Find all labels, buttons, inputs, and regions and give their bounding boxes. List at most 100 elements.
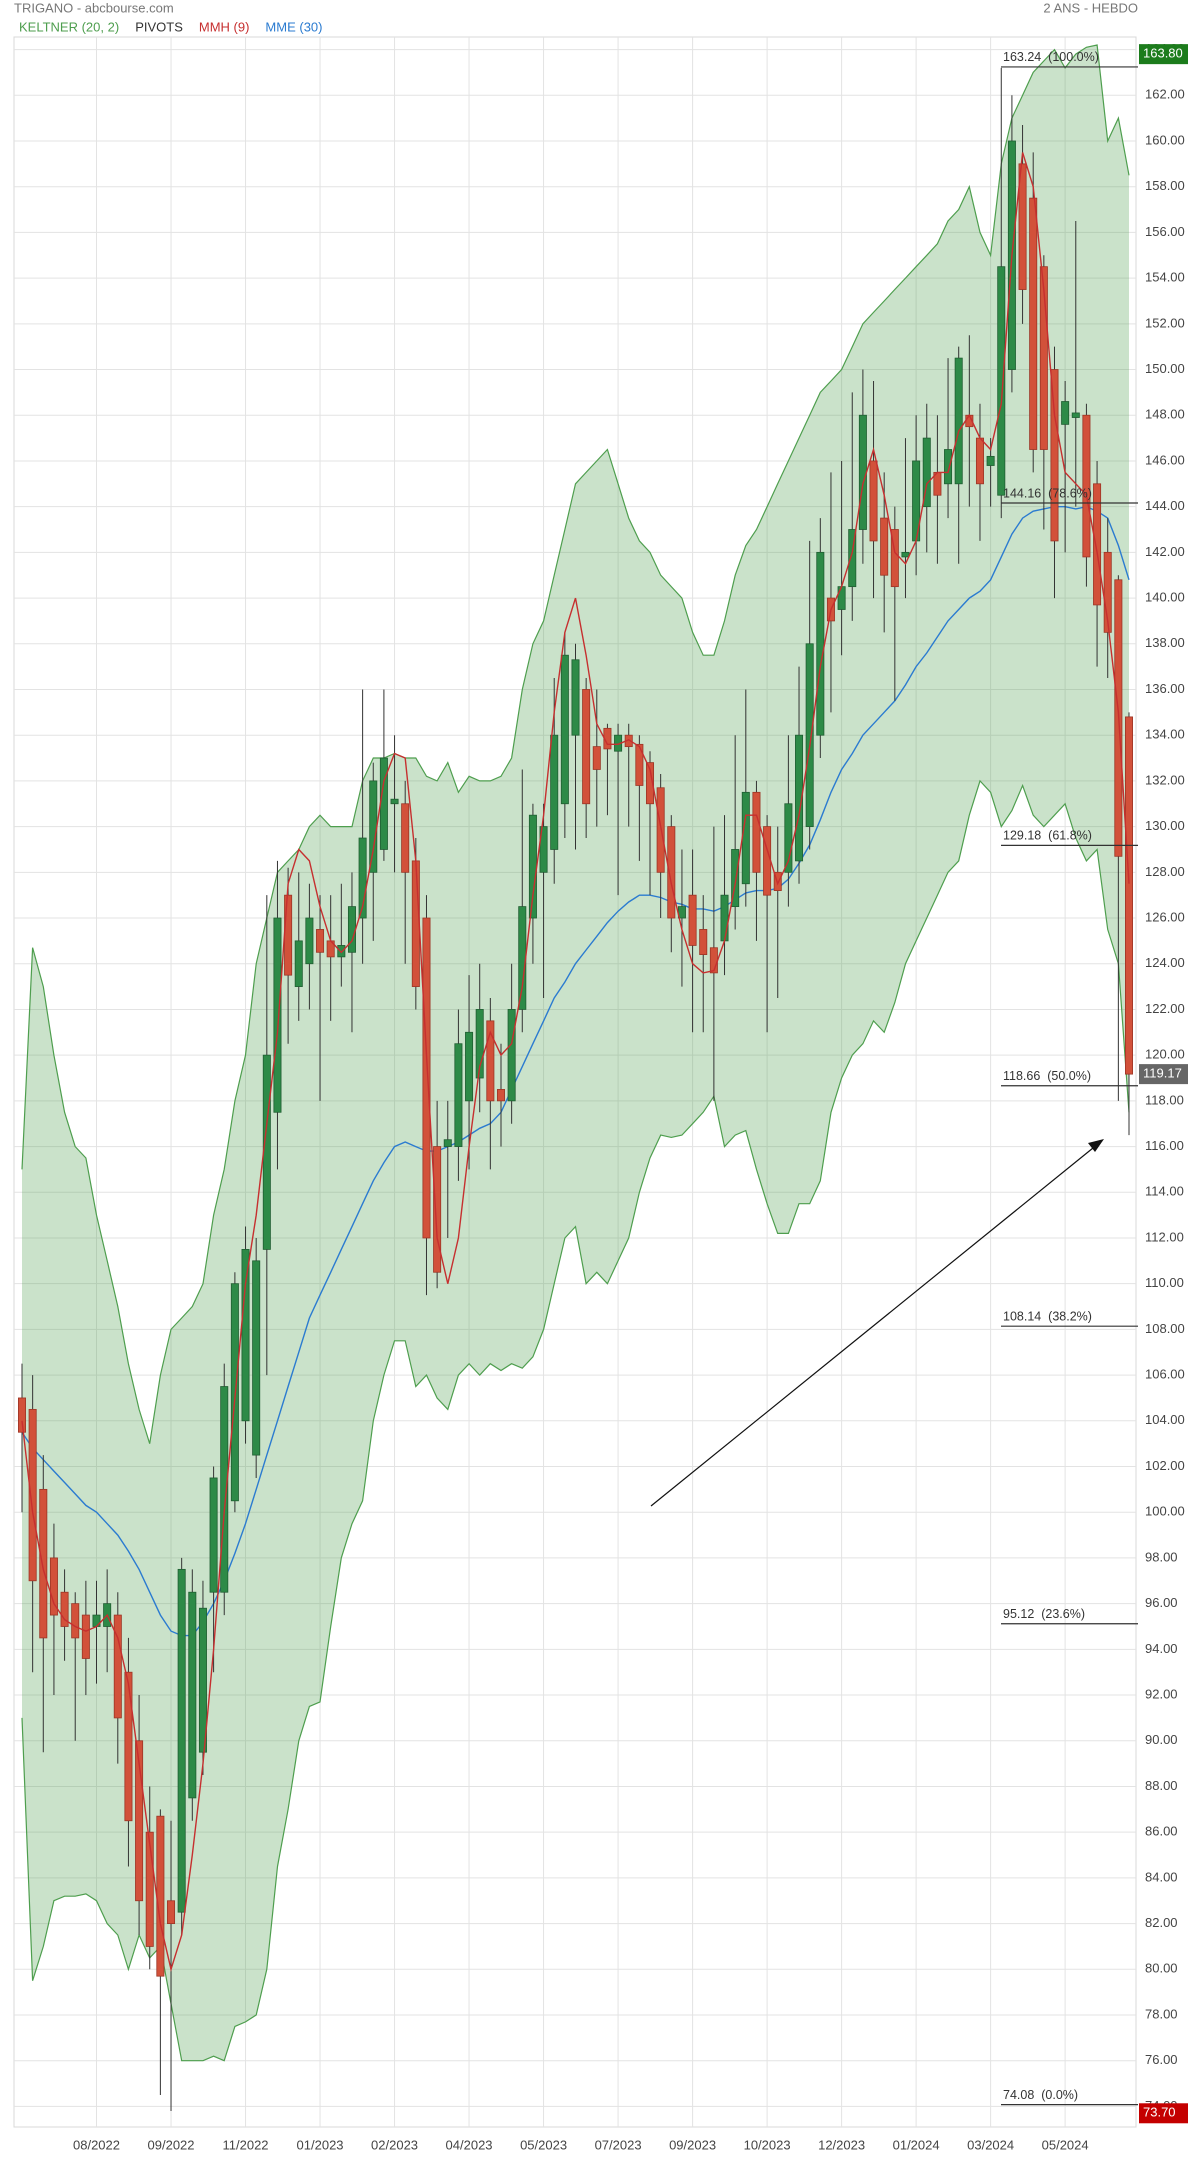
candle-body xyxy=(475,1009,484,1079)
y-tick-label: 84.00 xyxy=(1145,1869,1178,1884)
candle-body xyxy=(922,437,931,508)
candle-body xyxy=(741,791,750,885)
candle-body xyxy=(17,1397,26,1433)
candle-body xyxy=(401,803,410,873)
candle-body xyxy=(156,1815,165,1977)
candle-body xyxy=(177,1568,186,1913)
price-badge-label: 119.17 xyxy=(1143,1066,1182,1081)
candle-body xyxy=(198,1607,207,1753)
candle-body xyxy=(944,449,953,485)
y-tick-label: 90.00 xyxy=(1145,1732,1178,1747)
legend-item: MME (30) xyxy=(265,19,322,34)
candle-body xyxy=(145,1831,154,1947)
y-tick-label: 86.00 xyxy=(1145,1824,1178,1839)
candle-body xyxy=(518,906,527,1010)
candle-body xyxy=(784,803,793,873)
y-tick-label: 142.00 xyxy=(1145,544,1185,559)
y-tick-label: 102.00 xyxy=(1145,1458,1185,1473)
pivot-label: 144.16 (78.6%) xyxy=(1003,486,1092,500)
candle-body xyxy=(997,266,1006,496)
y-tick-label: 106.00 xyxy=(1145,1367,1185,1382)
y-tick-label: 156.00 xyxy=(1145,224,1185,239)
candle-body xyxy=(241,1249,250,1422)
candle-body xyxy=(433,1146,442,1273)
candle-body xyxy=(220,1386,229,1593)
candle-body xyxy=(858,414,867,530)
legend-item: MMH (9) xyxy=(199,19,250,34)
candle-body xyxy=(1050,369,1059,542)
candle-body xyxy=(443,1139,452,1147)
y-tick-label: 98.00 xyxy=(1145,1549,1178,1564)
candle-body xyxy=(571,659,580,736)
x-tick-label: 01/2024 xyxy=(893,2137,940,2152)
pivot-label: 108.14 (38.2%) xyxy=(1003,1309,1092,1323)
pivot-label: 74.08 (0.0%) xyxy=(1003,2088,1078,2102)
candle-body xyxy=(188,1591,197,1799)
candle-body xyxy=(1082,414,1091,558)
candle-body xyxy=(81,1614,90,1659)
candle-body xyxy=(805,643,814,828)
candle-body xyxy=(1061,401,1070,425)
candle-body xyxy=(252,1260,261,1456)
keltner-lower xyxy=(21,779,1130,2062)
candle-body xyxy=(273,917,282,1113)
candle-body xyxy=(975,437,984,485)
candle-body xyxy=(1103,551,1112,633)
y-tick-label: 138.00 xyxy=(1145,635,1185,650)
candle-body xyxy=(379,757,388,850)
arrow-head xyxy=(1088,1139,1104,1152)
candle-body xyxy=(454,1043,463,1147)
y-tick-label: 148.00 xyxy=(1145,407,1185,422)
candle-body xyxy=(71,1603,80,1639)
moving-average xyxy=(21,152,1130,1972)
candle-body xyxy=(347,906,356,953)
price-badge xyxy=(1139,1064,1188,1085)
candle-body xyxy=(986,455,995,466)
x-tick-label: 07/2023 xyxy=(595,2137,642,2152)
candle-body xyxy=(167,1900,176,1924)
candle-body xyxy=(890,529,899,588)
candle-body xyxy=(28,1408,37,1582)
pivot-label: 95.12 (23.6%) xyxy=(1003,1607,1085,1621)
y-tick-label: 140.00 xyxy=(1145,590,1185,605)
candle-body xyxy=(39,1488,48,1639)
candle-body xyxy=(901,551,910,558)
candle-body xyxy=(486,1020,495,1102)
legend-item: KELTNER (20, 2) xyxy=(19,19,119,34)
y-tick-label: 94.00 xyxy=(1145,1641,1178,1656)
candle-body xyxy=(60,1591,69,1627)
candle-body xyxy=(720,894,729,942)
y-tick-label: 96.00 xyxy=(1145,1595,1178,1610)
candle-body xyxy=(582,689,591,805)
candle-body xyxy=(816,551,825,736)
candle-body xyxy=(688,894,697,946)
candle-body xyxy=(465,1031,474,1102)
x-tick-label: 09/2022 xyxy=(148,2137,195,2152)
y-tick-label: 120.00 xyxy=(1145,1047,1185,1062)
x-tick-label: 11/2022 xyxy=(223,2137,269,2152)
candle-body xyxy=(49,1557,58,1616)
y-tick-label: 132.00 xyxy=(1145,772,1185,787)
candle-body xyxy=(411,860,420,987)
candle-body xyxy=(369,780,378,873)
candle-body xyxy=(837,586,846,610)
candle-body xyxy=(773,871,782,891)
y-tick-label: 130.00 xyxy=(1145,818,1185,833)
y-tick-label: 76.00 xyxy=(1145,2052,1178,2067)
candle-body xyxy=(1125,716,1134,1075)
candle-body xyxy=(209,1477,218,1593)
candle-body xyxy=(422,917,431,1239)
candle-body xyxy=(262,1054,271,1250)
candle-body xyxy=(560,654,569,805)
candle-body xyxy=(294,940,303,987)
y-tick-label: 78.00 xyxy=(1145,2006,1178,2021)
candle-body xyxy=(763,826,772,896)
candle-body xyxy=(390,798,399,805)
y-tick-label: 152.00 xyxy=(1145,315,1185,330)
candle-body xyxy=(954,357,963,485)
header-period: 2 ANS - HEBDO xyxy=(1043,0,1138,15)
x-tick-label: 12/2023 xyxy=(818,2137,865,2152)
y-tick-label: 128.00 xyxy=(1145,864,1185,879)
